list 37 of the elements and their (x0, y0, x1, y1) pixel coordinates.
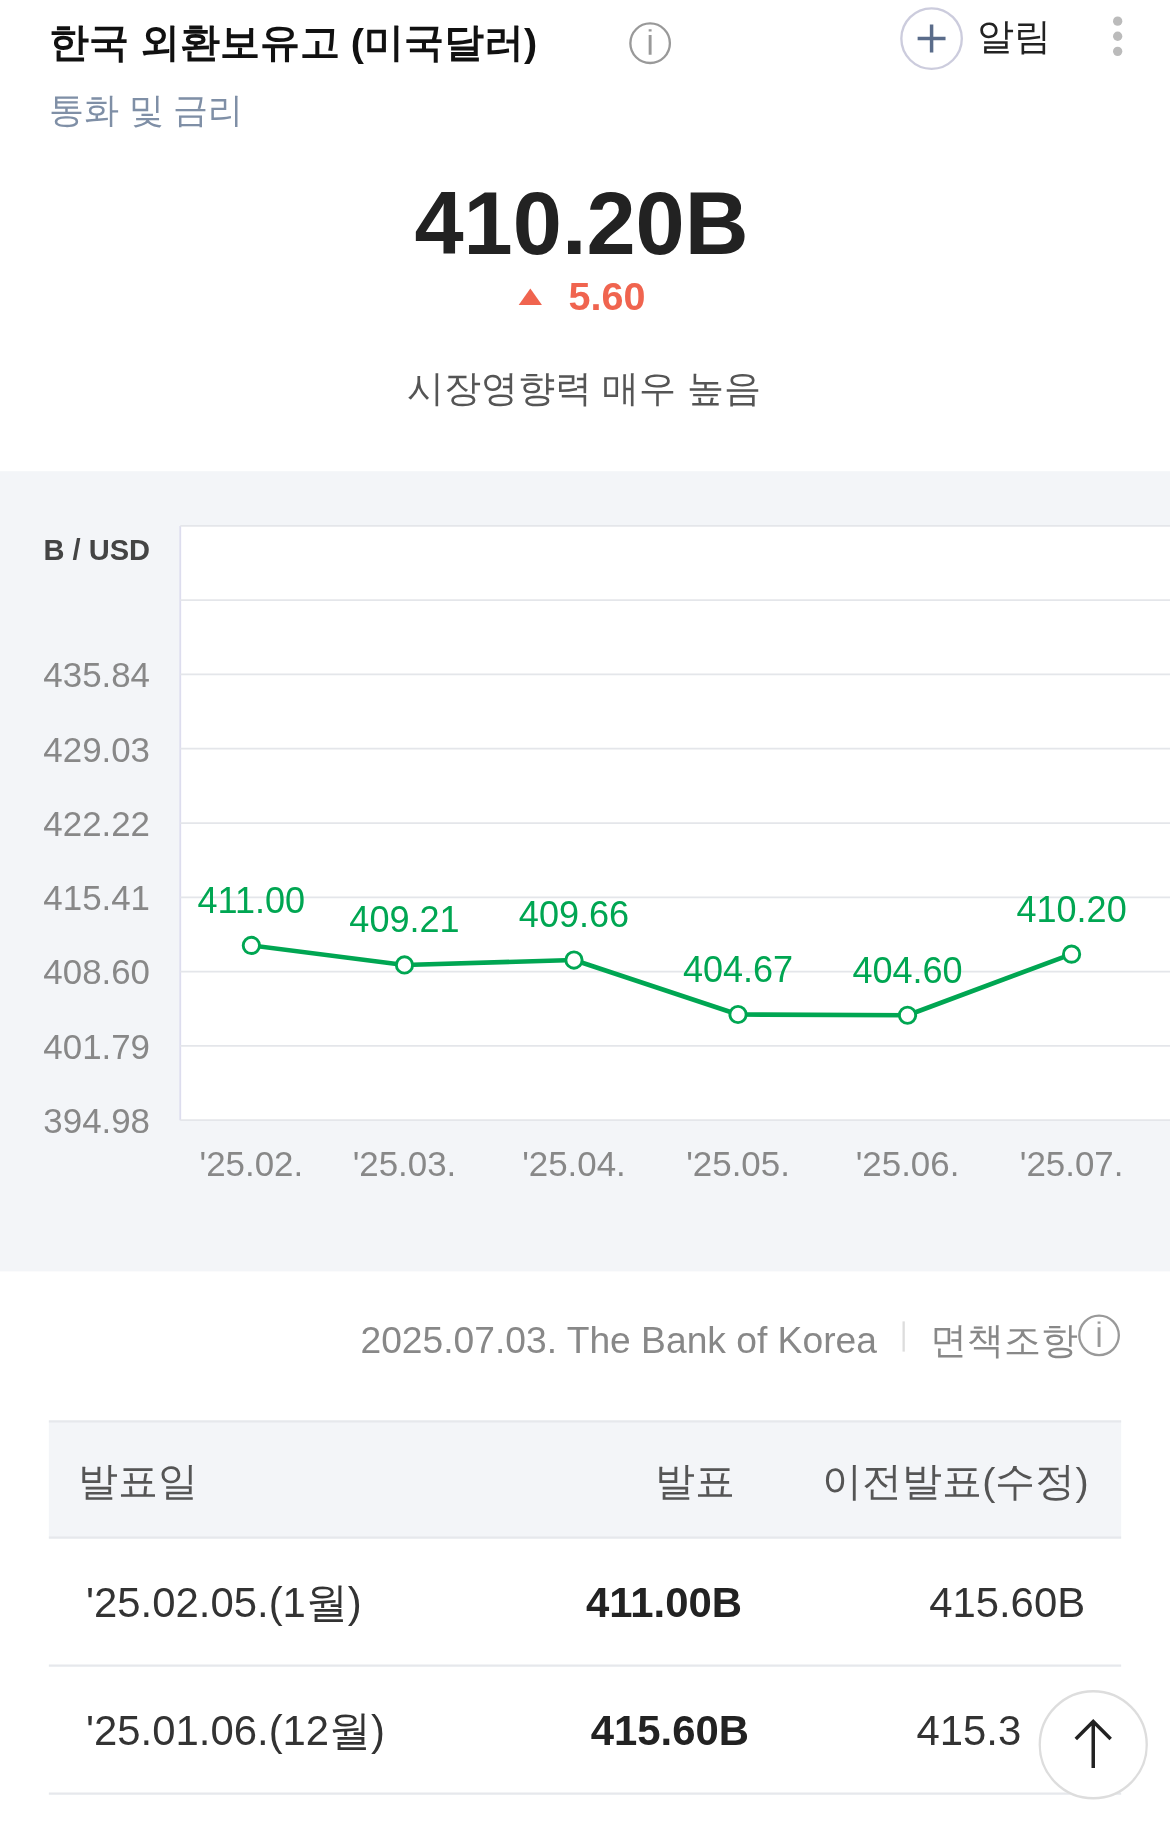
title: 한국 외환보유고 (미국달러) (48, 20, 538, 64)
annotation: 415.3 (916, 1706, 1022, 1754)
annotation: 발표일 (77, 1458, 198, 1503)
xtick: '25.05. (686, 1144, 790, 1183)
annotation: 415.60B (929, 1578, 1086, 1626)
annotation: 411.00B (586, 1578, 742, 1626)
ytick: 401.79 (43, 1026, 151, 1066)
annotation: 시장영향력 매우 높음 (407, 367, 761, 410)
data-label: 404.60 (852, 949, 963, 991)
annotation: 발표 (655, 1458, 736, 1503)
data-label: 409.21 (349, 899, 460, 941)
annotation: 5.60 (568, 273, 646, 318)
ytick: 435.84 (43, 655, 151, 695)
ytick: 415.41 (43, 878, 151, 918)
subtitle: 통화 및 금리 (48, 90, 244, 130)
xtick: '25.04. (522, 1144, 626, 1183)
ytick: 394.98 (43, 1100, 151, 1140)
annotation: 알림 (976, 15, 1051, 58)
xtick: '25.03. (352, 1144, 457, 1183)
xtick: '25.07. (1019, 1144, 1124, 1183)
ytick: 408.60 (43, 952, 151, 992)
data-label: 410.20 (1016, 888, 1127, 930)
annotation: 2025.07.03. The Bank of Korea (360, 1318, 877, 1361)
annotation: 이전발표(수정) (822, 1458, 1089, 1503)
annotation: '25.01.06.(12월) (86, 1706, 386, 1754)
ytick: 429.03 (43, 729, 151, 769)
data-label: 411.00 (197, 879, 306, 921)
annotation: 415.60B (590, 1706, 749, 1754)
data-label: 409.66 (518, 894, 630, 936)
xtick: '25.02. (199, 1144, 304, 1183)
xtick: '25.06. (855, 1144, 960, 1183)
annotation: '25.02.05.(1월) (86, 1578, 362, 1626)
ytick: 422.22 (43, 803, 151, 843)
data-label: 404.67 (682, 948, 794, 990)
ylabel: B / USD (43, 533, 151, 566)
annotation: 410.20B (414, 173, 749, 273)
annotation: 면책조항 (930, 1318, 1079, 1361)
